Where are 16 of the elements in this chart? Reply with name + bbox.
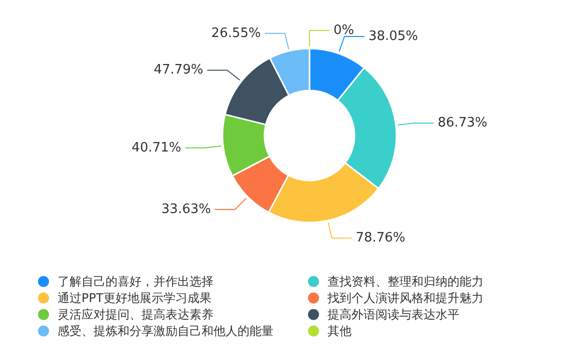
text: 0% bbox=[334, 23, 354, 38]
data-label: 33.63% bbox=[161, 202, 211, 217]
data-label: 26.55% bbox=[211, 26, 261, 41]
legend-label: 了解自己的喜好，并作出选择 bbox=[58, 274, 214, 288]
data-label: 78.76% bbox=[356, 230, 406, 246]
data-label: 38.05% bbox=[368, 28, 418, 44]
legend-label: 灵活应对提问、提高表达素养 bbox=[58, 308, 214, 322]
data-label: 40.71% bbox=[132, 140, 182, 156]
legend-label: 感受、提炼和分享激励自己和他人的能量 bbox=[58, 324, 274, 338]
legend-label: 提高外语阅读与表达水平 bbox=[328, 308, 460, 322]
legend-label: 通过PPT更好地展示学习成果 bbox=[58, 291, 212, 305]
data-label: 86.73% bbox=[438, 116, 488, 131]
legend-label: 查找资料、整理和归纳的能力 bbox=[328, 274, 484, 288]
legend-label: 其他 bbox=[328, 324, 352, 338]
legend-label: 找到个人演讲风格和提升魅力 bbox=[326, 291, 484, 305]
data-label: 47.79% bbox=[154, 62, 204, 78]
